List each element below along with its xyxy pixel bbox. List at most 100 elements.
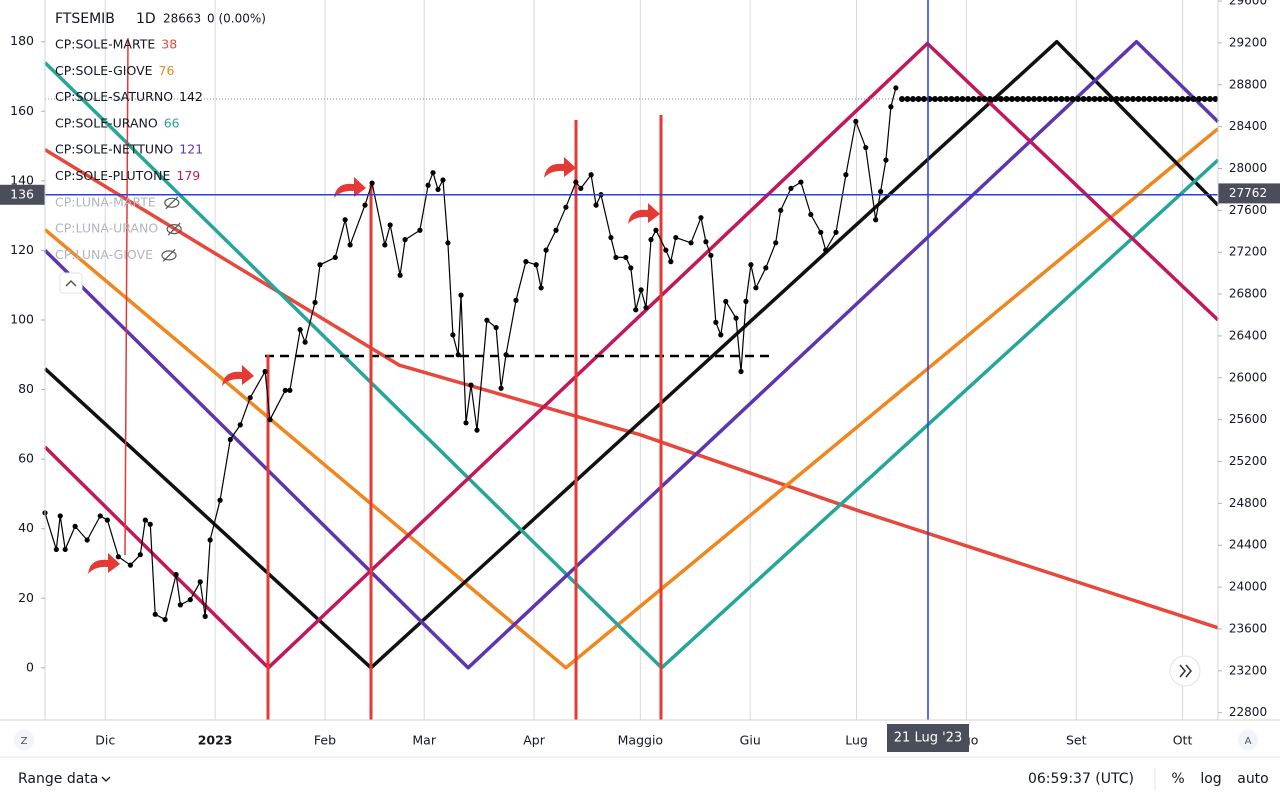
price-point [455, 352, 461, 358]
price-point [613, 254, 619, 261]
price-point [748, 262, 754, 268]
eye-off-icon [161, 250, 177, 261]
legend-name-hidden[interactable]: CP:LUNA-MARTE [55, 194, 156, 209]
cycle-line [43, 39, 1220, 670]
price-point [523, 259, 529, 265]
y2-tick-label: 25600 [1229, 412, 1267, 426]
price-point [573, 179, 579, 185]
x-tick-label: Mar [412, 733, 436, 748]
clock: 06:59:37 (UTC) [1028, 771, 1134, 787]
price-point [173, 571, 179, 578]
price-point [703, 239, 709, 245]
price-point [888, 104, 894, 110]
price-point [843, 172, 849, 178]
y-tick-label: 140 [10, 172, 34, 187]
legend-name[interactable]: CP:SOLE-MARTE [55, 37, 155, 52]
price-point [474, 427, 480, 433]
legend-name-hidden[interactable]: CP:LUNA-URANO [55, 221, 158, 236]
legend-name[interactable]: CP:SOLE-NETTUNO [55, 142, 173, 157]
price-point [137, 552, 143, 558]
price-point [588, 172, 594, 178]
price-point [302, 339, 308, 345]
arrow [334, 177, 366, 198]
collapse-legend-button[interactable] [59, 272, 83, 294]
price-point [62, 546, 68, 553]
log-toggle[interactable]: log [1200, 771, 1221, 787]
price-point [668, 259, 674, 265]
price-point [217, 497, 223, 503]
percent-toggle[interactable]: % [1171, 771, 1184, 787]
price-point [53, 546, 59, 553]
price-point [498, 385, 504, 391]
cycle-line [43, 39, 1220, 670]
y2-tick-label: 26000 [1229, 370, 1267, 384]
range-chevron [101, 776, 111, 782]
eye-off-slash [167, 222, 181, 236]
y2-tick-label: 24000 [1229, 580, 1267, 594]
price-point [893, 85, 899, 91]
legend-name-hidden[interactable]: CP:LUNA-GIOVE [55, 247, 153, 262]
price-point [788, 185, 794, 191]
arrow [628, 203, 660, 224]
price-point [430, 170, 436, 176]
y2-tick-label: 22800 [1229, 705, 1267, 719]
eye-off-icon [164, 197, 180, 208]
zoom-label: Z [21, 736, 28, 747]
y2-tick-label: 25200 [1229, 454, 1267, 468]
price-point [402, 237, 408, 243]
x-tick-label: Set [1066, 733, 1087, 748]
x-tick-label: Feb [314, 733, 336, 748]
price-point [723, 298, 729, 304]
symbol: FTSEMIB [55, 11, 115, 27]
crosshair-left-box [0, 184, 45, 205]
y-tick-label: 40 [18, 520, 34, 535]
price-point [397, 272, 403, 278]
price-point [484, 317, 490, 323]
legend-name[interactable]: CP:SOLE-SATURNO [55, 89, 173, 104]
price-point [435, 186, 441, 193]
zoom-button[interactable] [14, 730, 34, 750]
cycle-line [44, 148, 1219, 630]
crosshair-right-label: 27762 [1229, 186, 1267, 200]
legend-value: 66 [164, 115, 180, 130]
y2-tick-label: 28800 [1229, 77, 1267, 91]
y2-tick-label: 26800 [1229, 287, 1267, 301]
y2-tick-label: 23200 [1229, 663, 1267, 677]
price-point [698, 215, 704, 221]
y-tick-label: 80 [18, 381, 34, 396]
auto-scale-label: A [1245, 736, 1252, 747]
legend-value: 121 [179, 142, 203, 157]
auto-scale-button[interactable] [1238, 730, 1258, 750]
price-point [853, 118, 859, 124]
legend-value: 76 [159, 63, 175, 78]
legend-name[interactable]: CP:SOLE-URANO [55, 115, 158, 130]
interval: 1D [136, 11, 156, 27]
crosshair-time-label: 21 Lug '23 [894, 731, 962, 746]
price-point [312, 299, 318, 306]
x-tick-label: Apr [523, 733, 545, 748]
y-tick-label: 0 [26, 659, 34, 674]
price-point [425, 182, 431, 188]
price-point [97, 513, 103, 519]
auto-toggle[interactable]: auto [1237, 771, 1269, 787]
price-point [468, 382, 474, 388]
price-point [317, 262, 323, 268]
price-point [57, 513, 63, 519]
last-price: 28663 [163, 12, 201, 26]
price-point [538, 285, 544, 291]
legend-name[interactable]: CP:SOLE-GIOVE [55, 63, 153, 78]
legend-name[interactable]: CP:SOLE-PLUTONE [55, 168, 170, 183]
axes: Dic2023FebMarAprMaggioGiuLugAgoSetOtt020… [10, 0, 1267, 752]
arrow [544, 157, 576, 178]
price-point [733, 315, 739, 321]
price-point [688, 240, 694, 246]
price-point [718, 332, 724, 338]
price-point [513, 297, 519, 303]
x-tick-label: Maggio [618, 733, 663, 748]
price-point [362, 202, 368, 208]
x-tick-label: Ott [1173, 733, 1193, 748]
chevron-icon [65, 279, 77, 287]
price-point [142, 517, 148, 523]
range-data[interactable]: Range data [18, 771, 98, 787]
y2-tick-label: 28000 [1229, 161, 1267, 175]
